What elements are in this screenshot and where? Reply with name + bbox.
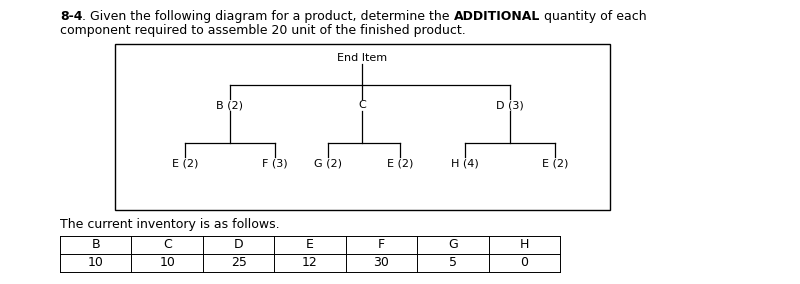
- Text: E (2): E (2): [172, 158, 198, 168]
- Text: component required to assemble 20 unit of the finished product.: component required to assemble 20 unit o…: [60, 24, 466, 37]
- Text: 5: 5: [449, 256, 457, 270]
- Text: B (2): B (2): [217, 100, 243, 110]
- Text: H: H: [519, 239, 529, 252]
- Text: 25: 25: [230, 256, 246, 270]
- Text: 0: 0: [520, 256, 528, 270]
- Bar: [115, 44, 610, 210]
- Text: quantity of each: quantity of each: [540, 10, 647, 23]
- Text: 12: 12: [302, 256, 318, 270]
- Text: B: B: [91, 239, 100, 252]
- Text: 30: 30: [374, 256, 390, 270]
- Text: F: F: [378, 239, 385, 252]
- Text: G: G: [448, 239, 458, 252]
- Text: D: D: [234, 239, 243, 252]
- Text: The current inventory is as follows.: The current inventory is as follows.: [60, 218, 280, 231]
- Text: C: C: [162, 239, 171, 252]
- Text: G (2): G (2): [314, 158, 342, 168]
- Text: E: E: [306, 239, 314, 252]
- Text: ADDITIONAL: ADDITIONAL: [454, 10, 540, 23]
- Text: 10: 10: [88, 256, 104, 270]
- Text: 8-4: 8-4: [60, 10, 82, 23]
- Text: . Given the following diagram for a product, determine the: . Given the following diagram for a prod…: [82, 10, 454, 23]
- Text: C: C: [358, 100, 366, 110]
- Text: D (3): D (3): [496, 100, 524, 110]
- Text: H (4): H (4): [451, 158, 479, 168]
- Text: F (3): F (3): [262, 158, 288, 168]
- Text: End Item: End Item: [337, 53, 387, 63]
- Text: 10: 10: [159, 256, 175, 270]
- Text: E (2): E (2): [542, 158, 568, 168]
- Text: E (2): E (2): [387, 158, 413, 168]
